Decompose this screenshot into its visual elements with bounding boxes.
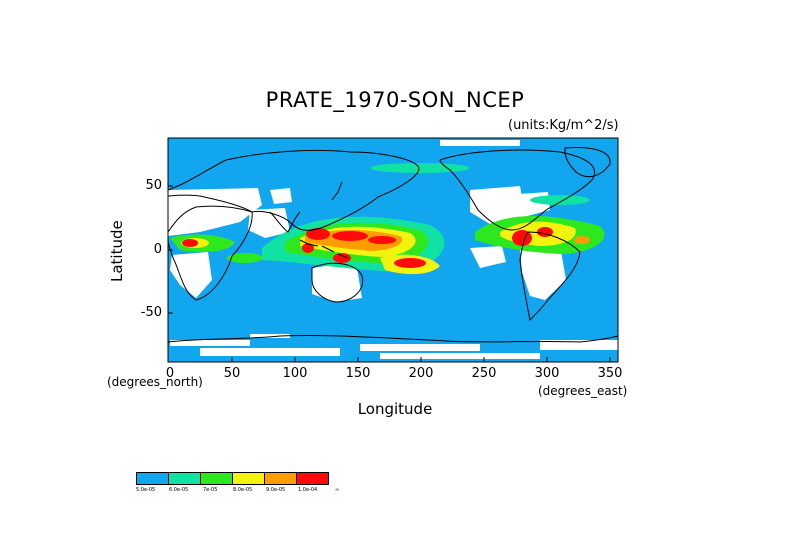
coast-africa xyxy=(168,205,253,301)
legend-label: ∞ xyxy=(335,487,340,493)
max-wpac-5 xyxy=(333,253,351,263)
y-axis-label: Latitude xyxy=(108,220,126,282)
x-tick-label: 50 xyxy=(223,366,241,381)
missing-antarctic-4 xyxy=(380,353,540,359)
legend-label: 8.0e-05 xyxy=(233,487,253,493)
legend-swatch xyxy=(200,472,233,485)
x-tick-label: 200 xyxy=(408,366,434,381)
missing-e-pacific xyxy=(470,246,506,268)
india-ocean-green xyxy=(227,253,263,263)
x-tick-label: 150 xyxy=(345,366,371,381)
legend-swatch xyxy=(168,472,201,485)
x-tick-label: 250 xyxy=(471,366,497,381)
missing-data-regions xyxy=(168,140,618,359)
missing-arctic xyxy=(440,140,520,146)
max-spcz xyxy=(394,258,426,268)
y-tick-label: 0 xyxy=(153,242,162,257)
missing-antarctic-1 xyxy=(170,340,250,346)
missing-antarctic-3 xyxy=(360,344,480,351)
legend-label: 6.0e-05 xyxy=(169,487,189,493)
map-title: PRATE_1970-SON_NCEP xyxy=(265,88,525,112)
missing-sahara xyxy=(168,188,262,236)
coast-greenland xyxy=(564,147,611,178)
color-legend: 5.0e-05 6.0e-05 7e-05 8.0e-05 9.0e-05 1.… xyxy=(136,472,339,495)
coast-indonesia xyxy=(299,239,349,259)
x-axis-label: Longitude xyxy=(357,400,433,418)
axis-ticks xyxy=(168,185,611,362)
npac-storm-band xyxy=(370,163,470,173)
y-tick-label: -50 xyxy=(140,305,162,320)
coast-europe-asia xyxy=(168,149,420,231)
legend-label: 7e-05 xyxy=(203,487,218,493)
missing-south-africa xyxy=(170,252,212,298)
missing-india xyxy=(270,188,292,204)
legend-label: 5.0e-05 xyxy=(136,487,156,493)
coast-india xyxy=(269,211,301,233)
missing-australia xyxy=(312,262,362,302)
x-tick-label: 0 xyxy=(165,366,175,381)
legend-swatch xyxy=(296,472,329,485)
max-americas-3 xyxy=(574,236,590,244)
max-wpac-4 xyxy=(302,243,314,253)
legend-label: 1.0e-04 xyxy=(298,487,318,493)
coast-sa xyxy=(519,231,581,322)
y-tick-label: 50 xyxy=(145,178,162,193)
max-wpac-1 xyxy=(306,228,330,240)
gulfstream-band xyxy=(530,195,590,205)
x-tick-label: 350 xyxy=(597,366,623,381)
coastlines xyxy=(168,147,618,343)
missing-s-america xyxy=(520,245,566,300)
max-wpac-2 xyxy=(332,231,368,241)
coast-na xyxy=(439,149,596,231)
missing-antarctic-5 xyxy=(540,340,618,350)
legend-bar xyxy=(136,472,329,485)
legend-label: 9.0e-05 xyxy=(266,487,286,493)
max-africa xyxy=(182,239,198,247)
legend-labels: 5.0e-05 6.0e-05 7e-05 8.0e-05 9.0e-05 1.… xyxy=(136,485,339,495)
x-tick-label: 100 xyxy=(282,366,308,381)
coast-antarctica xyxy=(168,334,618,343)
missing-antarctic-6 xyxy=(250,334,290,338)
coast-japan xyxy=(331,181,343,201)
units-label: (units:Kg/m^2/s) xyxy=(508,118,619,133)
x-tick-label: 300 xyxy=(534,366,560,381)
x-unit-note-right: (degrees_east) xyxy=(538,384,628,398)
legend-swatch xyxy=(136,472,169,485)
legend-swatch xyxy=(232,472,265,485)
missing-antarctic-2 xyxy=(200,348,340,356)
x-unit-note-left: (degrees_north) xyxy=(107,375,203,389)
legend-swatch xyxy=(264,472,297,485)
coast-australia xyxy=(311,262,364,303)
max-wpac-3 xyxy=(368,236,396,244)
